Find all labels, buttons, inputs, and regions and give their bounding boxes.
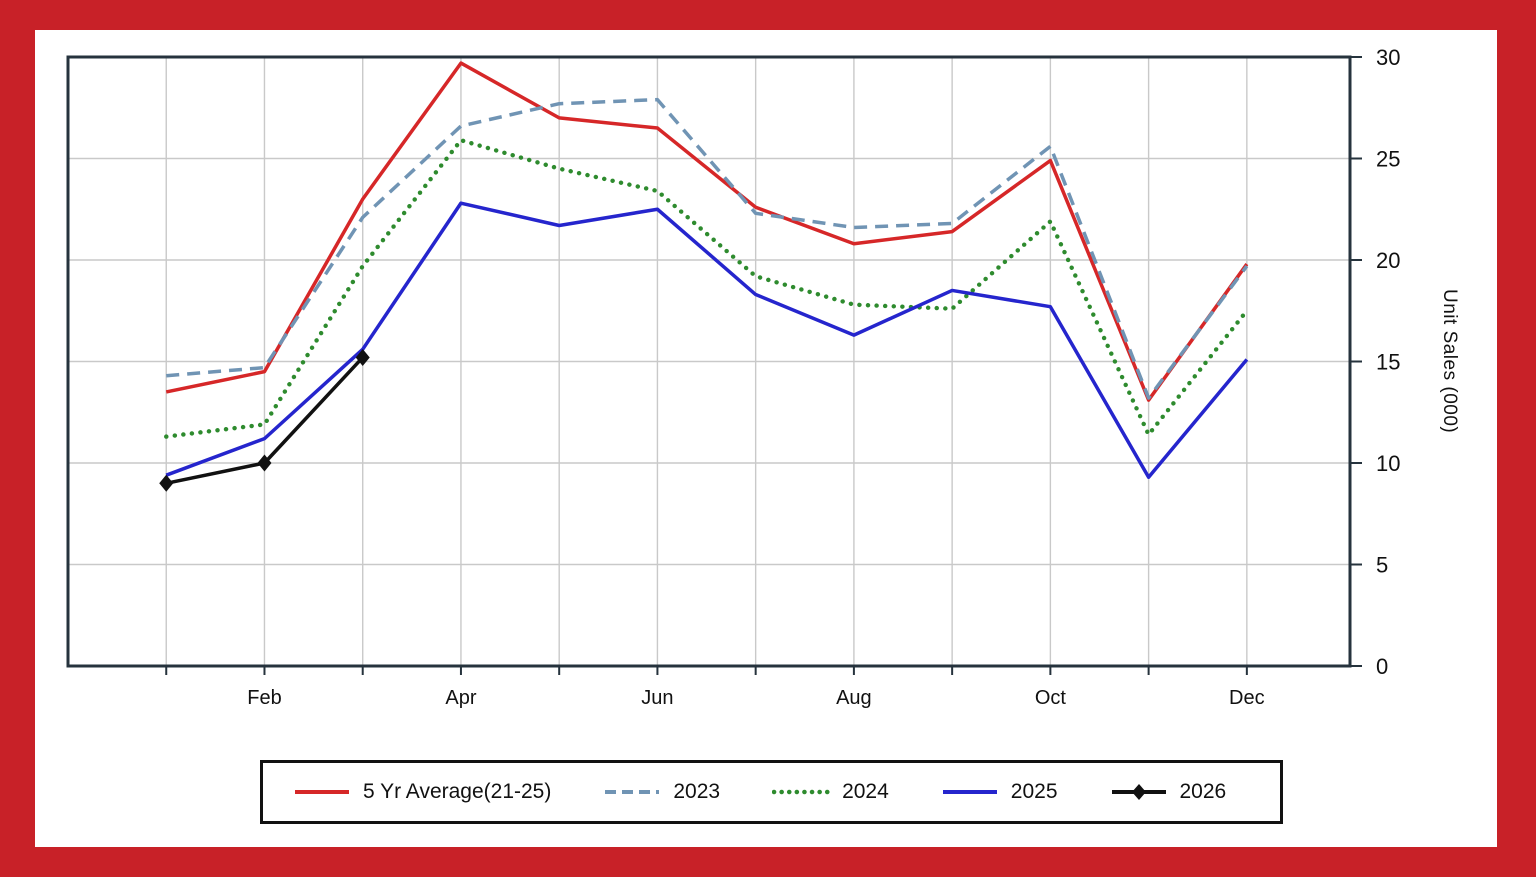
y-tick-label-0: 0 bbox=[1376, 654, 1388, 679]
legend-label: 2025 bbox=[1010, 780, 1058, 803]
y-tick-label-30: 30 bbox=[1376, 45, 1400, 70]
y-axis-title: Unit Sales (000) bbox=[1439, 289, 1460, 434]
x-tick-label-Feb: Feb bbox=[247, 687, 281, 709]
plot-border bbox=[66, 55, 1352, 668]
y-tick-label-25: 25 bbox=[1376, 147, 1400, 172]
legend-sample-dashed-icon bbox=[605, 790, 660, 794]
legend-label: 5 Yr Average(21-25) bbox=[363, 780, 552, 803]
legend-label: 2024 bbox=[842, 780, 889, 803]
legend-sample-dotted-icon bbox=[772, 789, 831, 795]
series-line-2025 bbox=[165, 201, 1249, 479]
legend-item-2026: 2026 bbox=[1110, 780, 1227, 804]
series-line-2024 bbox=[164, 138, 1250, 439]
legend-label: 2023 bbox=[673, 780, 721, 803]
x-tick-label-Dec: Dec bbox=[1229, 687, 1265, 709]
legend-sample-solid-icon bbox=[942, 790, 997, 794]
x-tick-label-Jun: Jun bbox=[641, 687, 673, 709]
y-tick-label-15: 15 bbox=[1376, 350, 1400, 375]
legend-item-2025: 2025 bbox=[941, 780, 1058, 804]
legend-label: 2026 bbox=[1179, 780, 1227, 803]
legend: 5 Yr Average(21-25) 2023 2024 2025 2026 bbox=[260, 760, 1283, 824]
x-tick-label-Aug: Aug bbox=[836, 687, 872, 709]
chart-card: Feb Apr Jun Aug Oct Dec 0 5 10 15 20 25 30 Unit Sale… bbox=[35, 30, 1497, 847]
legend-item-5-Yr-Average-21-25-: 5 Yr Average(21-25) bbox=[293, 780, 551, 804]
legend-item-2024: 2024 bbox=[772, 780, 889, 804]
plot-area: Feb Apr Jun Aug Oct Dec 0 5 10 15 20 25 30 bbox=[66, 45, 1400, 709]
series-marker-diamond-2 bbox=[355, 348, 370, 366]
y-tick-label-5: 5 bbox=[1376, 553, 1388, 578]
y-tick-label-10: 10 bbox=[1376, 451, 1400, 476]
series-marker-diamond-0 bbox=[159, 474, 174, 492]
x-tick-label-Oct: Oct bbox=[1035, 687, 1067, 709]
series-line-5-Yr-Average-21-25- bbox=[165, 61, 1249, 402]
series-marker-diamond-1 bbox=[257, 454, 272, 472]
x-tick-label-Apr: Apr bbox=[445, 687, 476, 709]
legend-sample-solid-diamond-icon bbox=[1111, 784, 1166, 800]
legend-sample-solid-icon bbox=[295, 790, 349, 794]
legend-item-2023: 2023 bbox=[603, 780, 720, 804]
y-tick-label-20: 20 bbox=[1376, 248, 1400, 273]
